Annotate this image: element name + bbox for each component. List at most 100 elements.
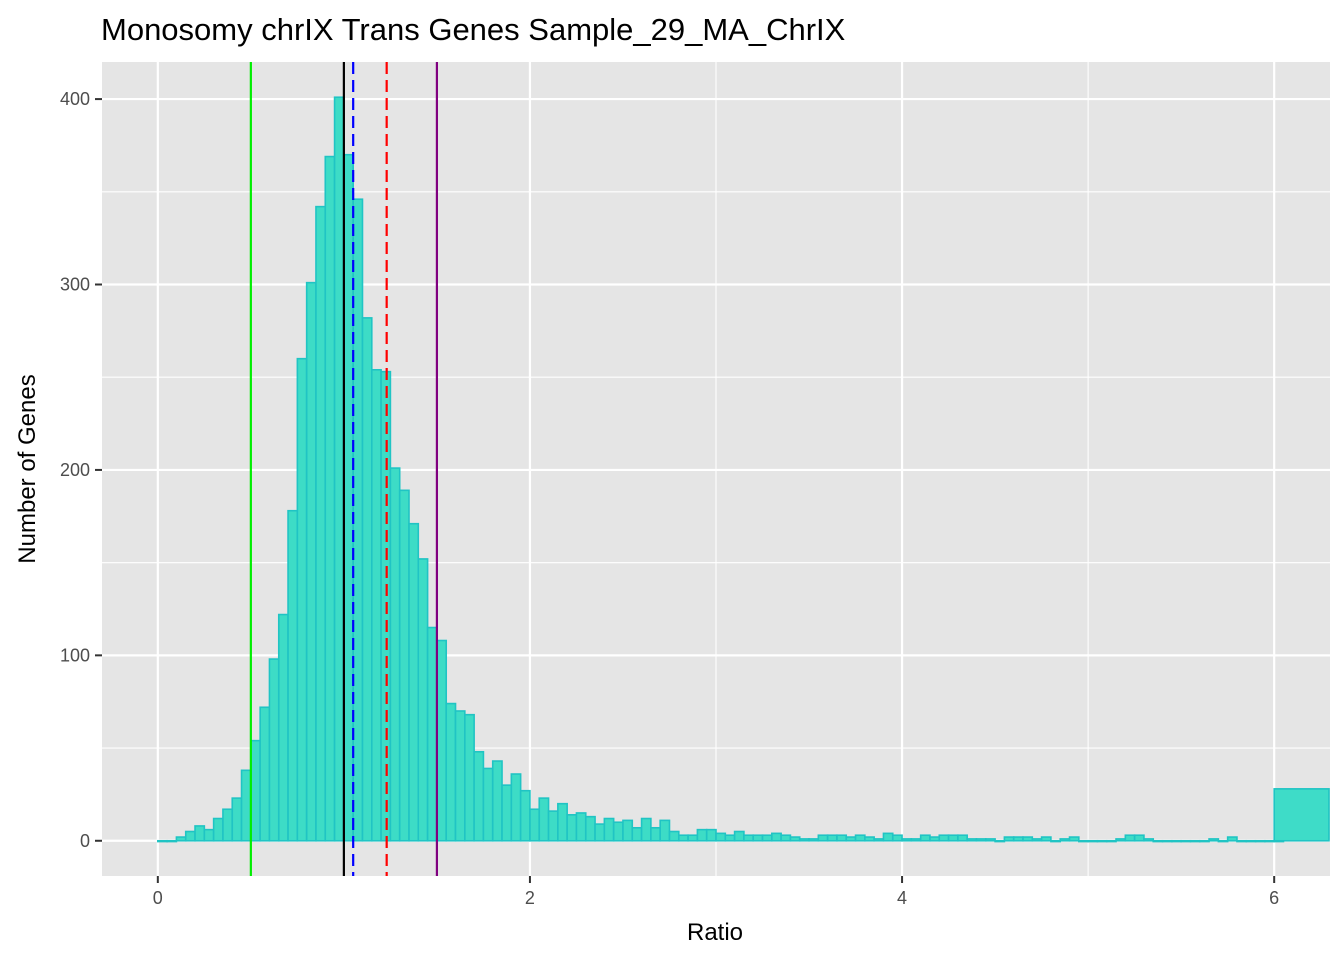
histogram-bar	[659, 819, 671, 842]
histogram-bar	[1124, 834, 1136, 842]
y-tick-label: 100	[60, 645, 90, 665]
histogram-bar	[854, 834, 866, 842]
histogram-bar	[1217, 839, 1229, 843]
histogram-bar	[1161, 839, 1173, 843]
histogram-bar	[566, 814, 578, 842]
histogram-bar	[1133, 834, 1145, 842]
histogram-bar	[603, 817, 615, 842]
histogram-bar	[324, 155, 336, 842]
histogram-bar	[612, 821, 624, 842]
histogram-bar	[510, 773, 522, 842]
histogram-bar	[771, 832, 782, 842]
histogram-bar	[826, 834, 838, 842]
histogram-bar	[761, 834, 773, 842]
histogram-bar	[287, 509, 299, 842]
histogram-bar	[705, 828, 717, 842]
histogram-bar	[677, 834, 689, 842]
histogram-bar	[389, 467, 401, 842]
histogram-bar	[1171, 839, 1182, 843]
histogram-bar	[1143, 838, 1155, 842]
histogram-bar	[538, 797, 550, 842]
y-tick-label: 0	[80, 831, 90, 851]
histogram-bar	[1245, 839, 1257, 843]
histogram-bar	[464, 713, 475, 842]
histogram-bar	[1078, 839, 1089, 843]
histogram-bar	[975, 838, 987, 842]
histogram-bar	[622, 819, 634, 842]
histogram-bar	[259, 706, 271, 842]
histogram-bar	[1050, 839, 1062, 843]
histogram-bar	[343, 153, 354, 842]
histogram-bar	[947, 834, 959, 842]
histogram-bar	[668, 830, 680, 842]
histogram-bar	[798, 838, 810, 842]
histogram-bar	[1068, 836, 1080, 842]
histogram-bar	[957, 834, 968, 842]
histogram-bar	[836, 834, 848, 842]
x-tick-label: 4	[897, 888, 907, 908]
histogram-bar	[687, 834, 699, 842]
histogram-bar	[519, 789, 531, 842]
histogram-bar	[715, 832, 727, 842]
histogram-bar	[222, 808, 234, 842]
histogram-bar	[547, 810, 559, 842]
histogram-bar	[491, 760, 503, 842]
histogram-bar	[333, 96, 345, 842]
histogram-bar	[1236, 839, 1248, 843]
histogram-bar	[408, 522, 420, 842]
histogram-bar	[864, 836, 875, 842]
histogram-bar	[296, 357, 308, 842]
histogram-bar	[733, 830, 745, 842]
histogram-bar	[175, 836, 187, 842]
histogram-bar	[1022, 836, 1034, 842]
histogram-bar	[1096, 839, 1108, 843]
histogram-bar	[594, 823, 606, 842]
histogram-bar	[1115, 838, 1127, 842]
histogram-bar	[250, 739, 261, 842]
histogram-bar	[370, 368, 382, 842]
histogram-bar	[1254, 839, 1266, 843]
histogram-bar	[919, 834, 931, 842]
histogram-bar	[1003, 836, 1015, 842]
histogram-bar	[575, 812, 587, 842]
histogram-bar	[203, 828, 215, 842]
histogram-bar	[194, 825, 206, 842]
histogram-bar	[277, 613, 289, 842]
histogram-bar	[752, 834, 764, 842]
histogram-bar	[882, 832, 894, 842]
histogram-bar	[445, 702, 457, 842]
histogram-bar	[845, 836, 857, 842]
histogram-bar	[398, 489, 410, 842]
histogram-bar	[361, 317, 373, 842]
histogram-bar	[696, 828, 708, 842]
y-tick-label: 300	[60, 275, 90, 295]
histogram-bar	[1264, 839, 1275, 843]
histogram-bar	[1208, 838, 1220, 842]
histogram-bar	[426, 626, 438, 842]
histogram-bar	[501, 784, 513, 842]
histogram-bar	[1012, 836, 1024, 842]
histogram-bar	[789, 836, 801, 842]
histogram-bar	[873, 838, 885, 842]
histogram-bar	[817, 834, 829, 842]
y-axis-title: Number of Genes	[14, 374, 41, 563]
histogram-bar	[724, 834, 736, 842]
x-axis: 0 2 4 6	[153, 876, 1279, 908]
histogram-bar	[184, 830, 196, 842]
histogram-bar	[631, 826, 643, 842]
histogram-bar	[231, 797, 243, 842]
histogram-bar	[994, 839, 1006, 843]
histogram-bar	[1198, 839, 1210, 843]
histogram-bar	[157, 839, 168, 843]
chart-title: Monosomy chrIX Trans Genes Sample_29_MA_…	[101, 12, 846, 47]
histogram-bar	[1040, 836, 1052, 842]
histogram-bar	[891, 834, 903, 842]
y-tick-label: 200	[60, 460, 90, 480]
histogram-bar	[315, 205, 327, 842]
histogram-bar	[1226, 836, 1238, 842]
histogram-bar	[473, 750, 485, 842]
histogram-bar	[901, 838, 913, 842]
histogram-bar	[938, 834, 950, 842]
y-tick-label: 400	[60, 89, 90, 109]
overflow-bar	[1273, 788, 1330, 842]
